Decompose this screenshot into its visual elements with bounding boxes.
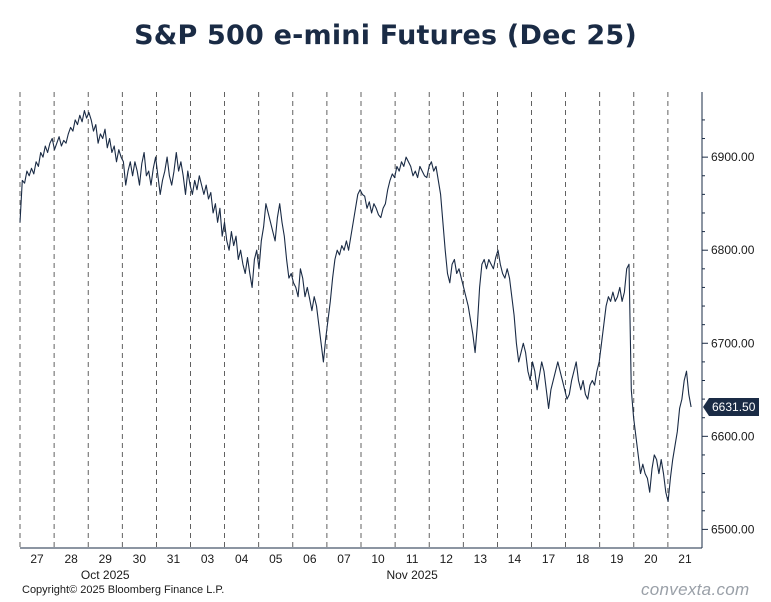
chart-axes bbox=[20, 92, 708, 549]
x-day-label: 19 bbox=[610, 552, 624, 566]
x-day-label: 27 bbox=[30, 552, 44, 566]
x-day-label: 21 bbox=[678, 552, 692, 566]
x-day-label: 12 bbox=[440, 552, 454, 566]
x-day-label: 31 bbox=[167, 552, 181, 566]
price-line-series bbox=[19, 110, 692, 503]
series-layer bbox=[19, 110, 692, 503]
x-day-label: 04 bbox=[235, 552, 249, 566]
chart-title: S&P 500 e-mini Futures (Dec 25) bbox=[134, 20, 637, 51]
x-day-label: 06 bbox=[303, 552, 317, 566]
y-tick-label: 6500.00 bbox=[711, 522, 755, 536]
x-day-label: 11 bbox=[406, 552, 419, 566]
x-day-label: 05 bbox=[269, 552, 283, 566]
watermark-logo: convexta.com bbox=[641, 580, 750, 599]
x-month-label: Oct 2025 bbox=[81, 568, 130, 582]
y-tick-label: 6900.00 bbox=[711, 150, 755, 164]
y-tick-label: 6600.00 bbox=[711, 429, 755, 443]
x-day-label: 17 bbox=[542, 552, 556, 566]
x-day-label: 20 bbox=[644, 552, 658, 566]
day-separator-grid bbox=[19, 92, 669, 548]
last-value-marker bbox=[703, 398, 759, 417]
x-day-label: 28 bbox=[64, 552, 78, 566]
y-tick-label: 6700.00 bbox=[711, 336, 755, 350]
axis-labels: 6500.00 6600.00 6700.00 6800.00 6900.00 27 28 2… bbox=[30, 150, 759, 582]
last-value-label: 6631.50 bbox=[712, 400, 756, 414]
x-day-label: 30 bbox=[133, 552, 147, 566]
copyright-notice: Copyright© 2025 Bloomberg Finance L.P. bbox=[22, 584, 225, 596]
x-day-label: 03 bbox=[201, 552, 215, 566]
x-day-label: 13 bbox=[474, 552, 488, 566]
x-day-label: 29 bbox=[99, 552, 113, 566]
x-day-label: 10 bbox=[371, 552, 385, 566]
y-tick-label: 6800.00 bbox=[711, 243, 755, 257]
x-month-label: Nov 2025 bbox=[386, 568, 438, 582]
x-day-label: 07 bbox=[337, 552, 351, 566]
x-day-label: 18 bbox=[576, 552, 590, 566]
x-day-label: 14 bbox=[508, 552, 522, 566]
